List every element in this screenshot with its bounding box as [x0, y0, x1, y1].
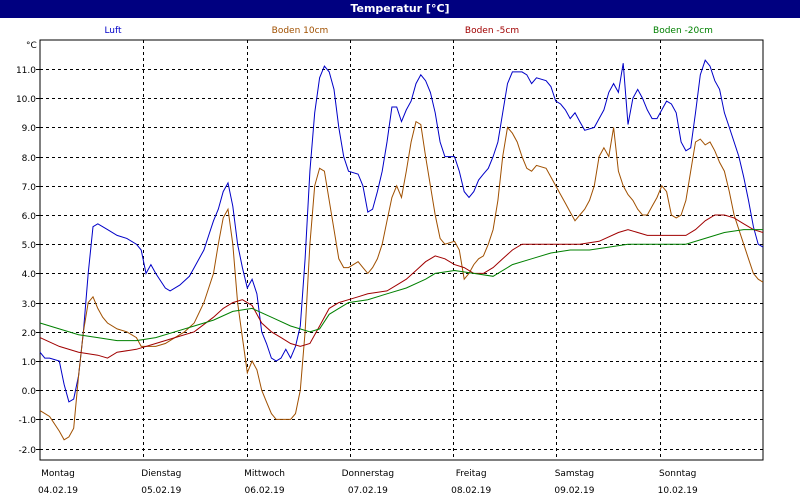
x-date-label: 04.02.19 — [38, 486, 78, 496]
y-tick-label: 2.0 — [22, 329, 37, 339]
y-axis-label: °C — [26, 41, 37, 51]
x-day-label: Sonntag — [659, 469, 696, 479]
chart-title: Temperatur [°C] — [0, 0, 800, 18]
y-tick-label: 5.0 — [22, 241, 37, 251]
y-tick-label: 3.0 — [22, 300, 37, 310]
y-tick-label: 11.0 — [16, 66, 36, 76]
series-line — [39, 229, 763, 342]
x-date-label: 10.02.19 — [658, 486, 698, 496]
legend-entry: Boden -5cm — [465, 26, 519, 36]
y-tick-label: 8.0 — [22, 154, 37, 164]
y-tick-label: 0.0 — [22, 387, 37, 397]
x-day-label: Freitag — [456, 469, 487, 479]
legend-entry: Boden -20cm — [653, 26, 713, 36]
y-tick-label: 6.0 — [22, 212, 37, 222]
x-day-label: Montag — [41, 469, 75, 479]
y-tick-label: -1.0 — [18, 416, 36, 426]
y-tick-label: 10.0 — [16, 95, 36, 105]
legend-entry: Luft — [104, 26, 122, 36]
y-tick-label: 7.0 — [22, 183, 37, 193]
x-date-label: 05.02.19 — [141, 486, 181, 496]
x-date-label: 09.02.19 — [554, 486, 594, 496]
y-tick-label: -2.0 — [18, 446, 36, 456]
x-day-label: Samstag — [555, 469, 594, 479]
y-tick-label: 4.0 — [22, 270, 37, 280]
x-day-label: Mittwoch — [244, 469, 285, 479]
plot-area — [39, 39, 764, 461]
y-tick-label: 9.0 — [22, 124, 37, 134]
x-day-label: Dienstag — [141, 469, 181, 479]
y-tick-label: 1.0 — [22, 358, 37, 368]
x-day-label: Donnerstag — [342, 469, 395, 479]
x-date-label: 08.02.19 — [451, 486, 491, 496]
x-date-label: 07.02.19 — [348, 486, 388, 496]
legend-entry: Boden 10cm — [272, 26, 329, 36]
x-date-label: 06.02.19 — [245, 486, 285, 496]
series-line — [39, 214, 764, 359]
series-line — [39, 59, 764, 403]
series-line — [39, 120, 764, 441]
